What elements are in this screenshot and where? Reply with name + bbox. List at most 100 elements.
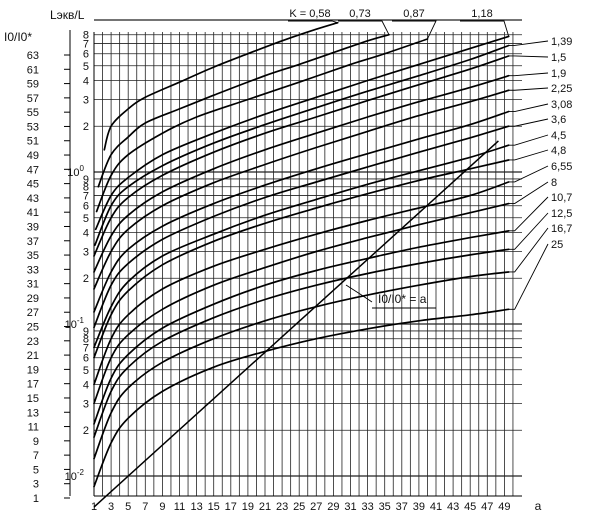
diagonal-label-leader xyxy=(345,284,373,303)
curve-k-17 xyxy=(93,308,510,488)
log-minor-label: 4 xyxy=(83,75,89,87)
diagonal-i0-equals-a xyxy=(93,140,499,508)
x-tick-label: 41 xyxy=(430,501,442,513)
left-tick-label: 31 xyxy=(27,279,39,291)
k-label-top-leader xyxy=(288,20,338,24)
x-tick-label: 35 xyxy=(379,501,391,513)
curve-k-15 xyxy=(93,248,510,439)
left-axis-title: I0/I0* xyxy=(4,30,32,44)
x-tick-label: 23 xyxy=(276,501,288,513)
x-tick-label: 29 xyxy=(327,501,339,513)
log-minor-label: 8 xyxy=(83,182,89,194)
left-tick-label: 51 xyxy=(27,136,39,148)
left-tick-label: 25 xyxy=(27,322,39,334)
k-label-right: 1,5 xyxy=(551,52,566,64)
x-tick-labels: 1 3 5 7 9 11 13 15 17 19 21 23 25 27 29 31 33 35 37 39 41 43 4… xyxy=(91,501,511,513)
x-tick-label: 47 xyxy=(481,501,493,513)
log-minor-label: 8 xyxy=(83,334,89,346)
log-minor-label: 2 xyxy=(83,273,89,285)
log-minor-label: 3 xyxy=(83,246,89,258)
k-label-top-leader xyxy=(460,20,510,37)
left-tick-label: 23 xyxy=(27,336,39,348)
k-label-right: 10,7 xyxy=(551,192,572,204)
k-label-right-leader xyxy=(508,72,549,77)
k-label-right: 1,39 xyxy=(551,36,572,48)
left-tick-label: 57 xyxy=(27,93,39,105)
log-minor-label: 8 xyxy=(83,30,89,42)
left-tick-label: 17 xyxy=(27,379,39,391)
curve-k-9 xyxy=(93,125,510,329)
left-tick-label: 11 xyxy=(28,422,39,434)
curve-k-14 xyxy=(93,230,510,425)
k-label-top: 1,18 xyxy=(471,8,492,20)
left-tick-label: 39 xyxy=(27,221,39,233)
x-tick-label: 45 xyxy=(464,501,476,513)
log-minor-label: 4 xyxy=(83,227,89,239)
log-minor-label: 7 xyxy=(83,191,89,203)
left-tick-label: 9 xyxy=(33,436,39,448)
k-labels: K = 0,58 0,73 0,87 1,18 1,39 1,5 1,9 2,25 3,08 3,… xyxy=(288,8,572,310)
x-tick-label: 31 xyxy=(344,501,356,513)
k-label-right: 4,5 xyxy=(551,130,566,142)
x-tick-label: 37 xyxy=(396,501,408,513)
x-tick-label: 33 xyxy=(361,501,373,513)
diagonal-line: I0/I0* = a xyxy=(93,140,499,508)
left-tick-label: 43 xyxy=(27,193,39,205)
left-tick-label: 29 xyxy=(27,293,39,305)
curve-k-5 xyxy=(93,55,510,257)
log-minor-label: 5 xyxy=(83,213,89,225)
curve-k-16 xyxy=(93,271,510,460)
left-tick-label: 49 xyxy=(27,150,39,162)
x-tick-label: 3 xyxy=(108,501,114,513)
left-tick-label: 47 xyxy=(27,164,39,176)
left-tick-label: 35 xyxy=(27,250,39,262)
left-tick-label: 37 xyxy=(27,236,39,248)
curve-k-11 xyxy=(93,159,510,359)
curve-k-12 xyxy=(93,181,510,386)
x-tick-label: 43 xyxy=(447,501,459,513)
curve-k-4 xyxy=(94,44,510,247)
log-minor-label: 7 xyxy=(83,343,89,355)
k-label-right-leader xyxy=(508,227,549,273)
x-tick-label: 49 xyxy=(498,501,510,513)
k-label-right-leader xyxy=(508,40,549,46)
k-label-right-leader xyxy=(508,87,549,91)
k-label-right: 3,08 xyxy=(551,99,572,111)
left-tick-label: 21 xyxy=(27,350,39,362)
k-label-right-leader xyxy=(508,243,549,310)
left-tick-labels: 1357911131517192123252729313335373941434… xyxy=(27,50,70,505)
log-minor-label: 9 xyxy=(83,174,89,186)
k-label-right-leader xyxy=(508,103,549,112)
x-tick-label: 19 xyxy=(242,501,254,513)
k-label-right: 3,6 xyxy=(551,114,566,126)
curve-k-0 xyxy=(103,21,339,151)
log-minor-label: 6 xyxy=(83,49,89,61)
axis-titles: a I0/I0* Lэкв/L xyxy=(4,8,542,513)
k-label-right: 1,9 xyxy=(551,68,566,80)
x-tick-label: 9 xyxy=(159,501,165,513)
k-label-right: 4,8 xyxy=(551,145,566,157)
k-label-top-leader xyxy=(392,20,437,40)
left-tick-label: 53 xyxy=(27,121,39,133)
log-minor-label: 9 xyxy=(83,326,89,338)
log-minor-label: 5 xyxy=(83,61,89,73)
left-tick-label: 41 xyxy=(27,207,39,219)
k-label-right-leader xyxy=(508,165,549,183)
x-tick-label: 11 xyxy=(174,501,185,513)
curve-k-6 xyxy=(93,74,510,273)
left-tick-label: 3 xyxy=(33,479,39,491)
k-label-right: 2,25 xyxy=(551,83,572,95)
x-tick-label: 21 xyxy=(259,501,271,513)
k-label-right-leader xyxy=(508,181,549,205)
k-label-right-leader xyxy=(508,55,549,58)
k-label-right: 6,55 xyxy=(551,161,572,173)
k-label-top: 0,73 xyxy=(349,8,370,20)
left-tick-label: 59 xyxy=(27,79,39,91)
curve-k-10 xyxy=(93,144,510,349)
curve-k-13 xyxy=(93,202,510,405)
k-label-right-leader xyxy=(508,118,549,127)
k-label-right: 25 xyxy=(551,239,563,251)
x-axis-label: a xyxy=(535,499,542,513)
